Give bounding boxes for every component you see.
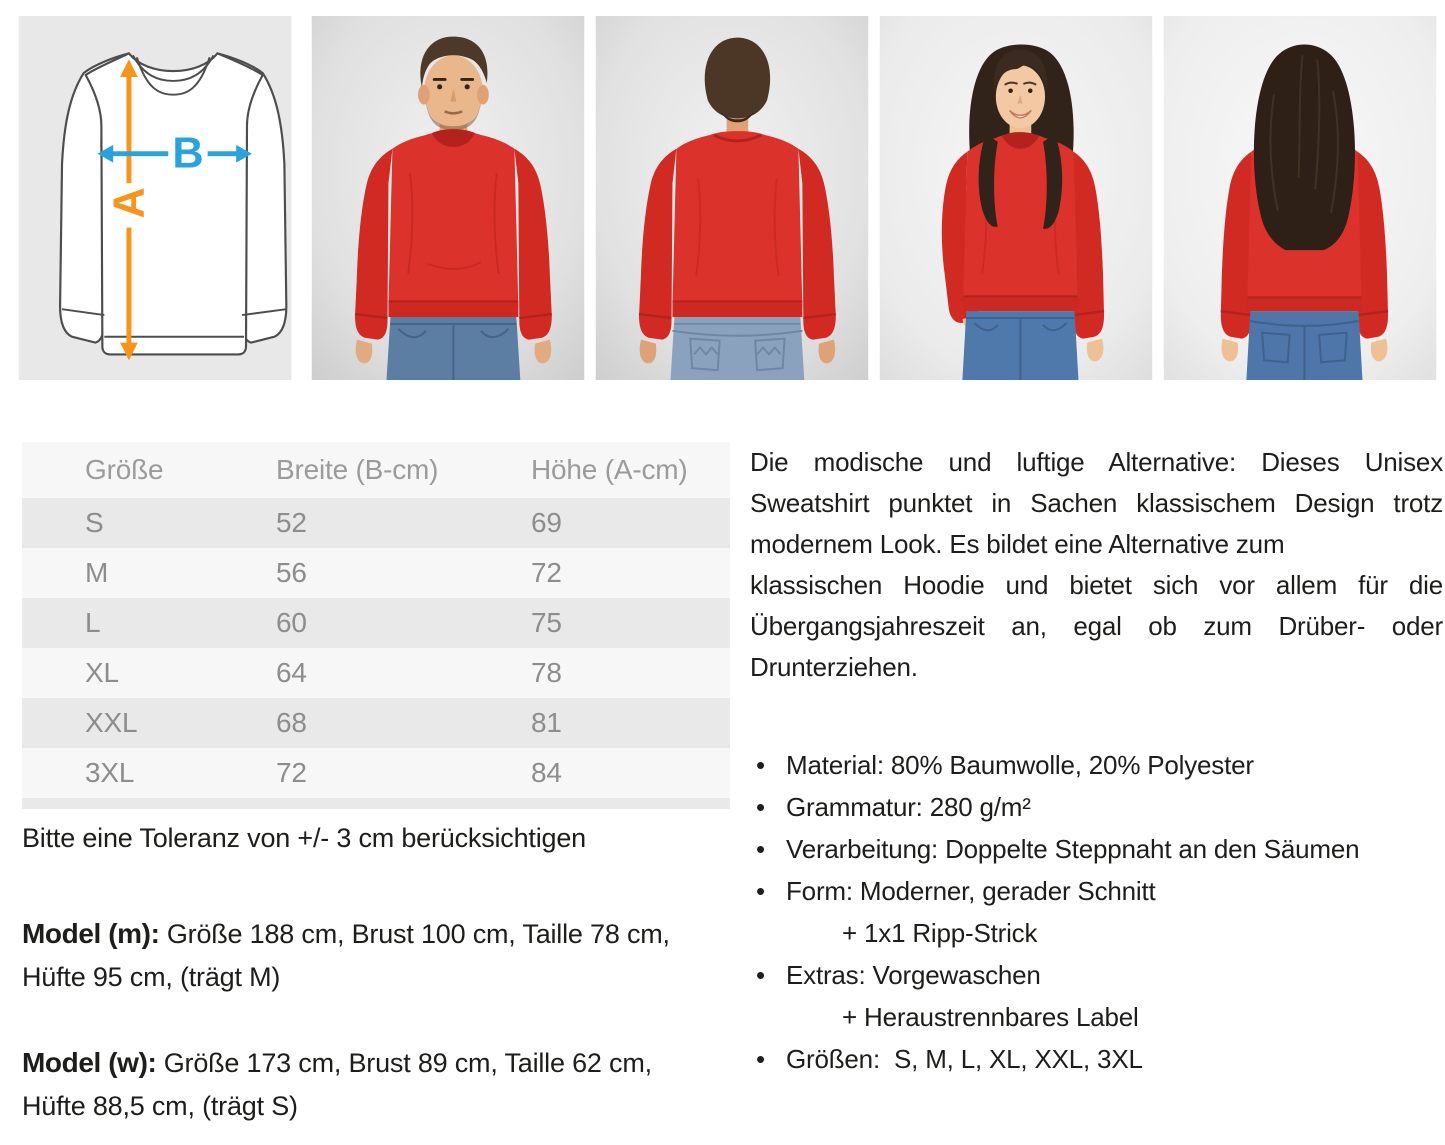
bullet-icon: • bbox=[756, 750, 765, 780]
table-row: M 56 72 bbox=[22, 548, 730, 598]
tolerance-note: Bitte eine Toleranz von +/- 3 cm berücks… bbox=[22, 823, 586, 853]
size-diagram-image: A B bbox=[18, 16, 292, 380]
feature-item-extras: • Extras: Vorgewaschen + Heraustrennbare… bbox=[750, 954, 1443, 1038]
height-arrow-icon: A bbox=[106, 59, 154, 361]
sweatshirt-outline-icon bbox=[58, 52, 288, 356]
bullet-icon: • bbox=[756, 834, 765, 864]
feature-list: • Material: 80% Baumwolle, 20% Polyester… bbox=[750, 744, 1443, 1080]
bullet-icon: • bbox=[756, 792, 765, 822]
description-text-part2: klassischen Hoodie und bietet sich vor a… bbox=[750, 570, 1443, 682]
table-row: L 60 75 bbox=[22, 598, 730, 648]
product-gallery: A B bbox=[0, 0, 1445, 380]
bullet-icon: • bbox=[756, 960, 765, 990]
photo-woman-front bbox=[878, 16, 1154, 380]
woman-back-image bbox=[1163, 16, 1437, 380]
feature-item-groessen: • Größen: S, M, L, XL, XXL, 3XL bbox=[750, 1038, 1443, 1080]
product-details: Größe Breite (B-cm) Höhe (A-cm) S 52 69 … bbox=[22, 442, 1445, 1128]
table-row: 3XL 72 84 bbox=[22, 748, 730, 798]
table-bottom-strip bbox=[22, 798, 730, 809]
size-diagram-panel: A B bbox=[17, 16, 293, 380]
table-row: S 52 69 bbox=[22, 498, 730, 548]
description-column: Die modische und luftige Alternative: Di… bbox=[750, 442, 1443, 1080]
height-arrow-label: A bbox=[106, 187, 154, 218]
photo-man-front bbox=[310, 16, 586, 380]
bullet-icon: • bbox=[756, 1044, 765, 1074]
column-header-groesse: Größe bbox=[85, 454, 164, 485]
width-arrow-label: B bbox=[172, 130, 203, 178]
model-w-label: Model (w): bbox=[22, 1047, 157, 1078]
column-header-hoehe: Höhe (A-cm) bbox=[531, 454, 688, 485]
width-arrow-icon: B bbox=[97, 130, 252, 178]
feature-item-form-continuation: + 1x1 Ripp-Strick bbox=[842, 918, 1038, 948]
man-front-image bbox=[311, 16, 585, 380]
feature-item-form: • Form: Moderner, gerader Schnitt + 1x1 … bbox=[750, 870, 1443, 954]
man-back-image bbox=[595, 16, 869, 380]
model-m-measurements-line1: Größe 188 cm, Brust 100 cm, Taille 78 cm… bbox=[166, 919, 670, 949]
table-row: XL 64 78 bbox=[22, 648, 730, 698]
feature-item-material: • Material: 80% Baumwolle, 20% Polyester bbox=[750, 744, 1443, 786]
bullet-icon: • bbox=[756, 876, 765, 906]
woman-front-image bbox=[879, 16, 1153, 380]
column-header-breite: Breite (B-cm) bbox=[276, 454, 439, 485]
model-w-measurements-line1: Größe 173 cm, Brust 89 cm, Taille 62 cm, bbox=[163, 1048, 652, 1078]
photo-man-back bbox=[594, 16, 870, 380]
model-w-info: Model (w): Größe 173 cm, Brust 89 cm, Ta… bbox=[22, 1041, 730, 1128]
model-w-measurements-line2: Hüfte 88,5 cm, (trägt S) bbox=[22, 1091, 298, 1121]
size-info-column: Größe Breite (B-cm) Höhe (A-cm) S 52 69 … bbox=[22, 442, 730, 1128]
model-m-info: Model (m): Größe 188 cm, Brust 100 cm, T… bbox=[22, 912, 730, 999]
model-m-measurements-line2: Hüfte 95 cm, (trägt M) bbox=[22, 962, 281, 992]
feature-item-verarbeitung: • Verarbeitung: Doppelte Steppnaht an de… bbox=[750, 828, 1443, 870]
model-m-label: Model (m): bbox=[22, 918, 160, 949]
size-table: Größe Breite (B-cm) Höhe (A-cm) S 52 69 … bbox=[22, 442, 730, 809]
photo-woman-back bbox=[1162, 16, 1438, 380]
description-paragraph: Die modische und luftige Alternative: Di… bbox=[750, 442, 1443, 688]
feature-item-grammatur: • Grammatur: 280 g/m² bbox=[750, 786, 1443, 828]
table-row: XXL 68 81 bbox=[22, 698, 730, 748]
description-text-part1: Die modische und luftige Alternative: Di… bbox=[750, 447, 1443, 559]
feature-item-extras-continuation: + Heraustrennbares Label bbox=[842, 1002, 1139, 1032]
size-table-header-row: Größe Breite (B-cm) Höhe (A-cm) bbox=[22, 442, 730, 498]
